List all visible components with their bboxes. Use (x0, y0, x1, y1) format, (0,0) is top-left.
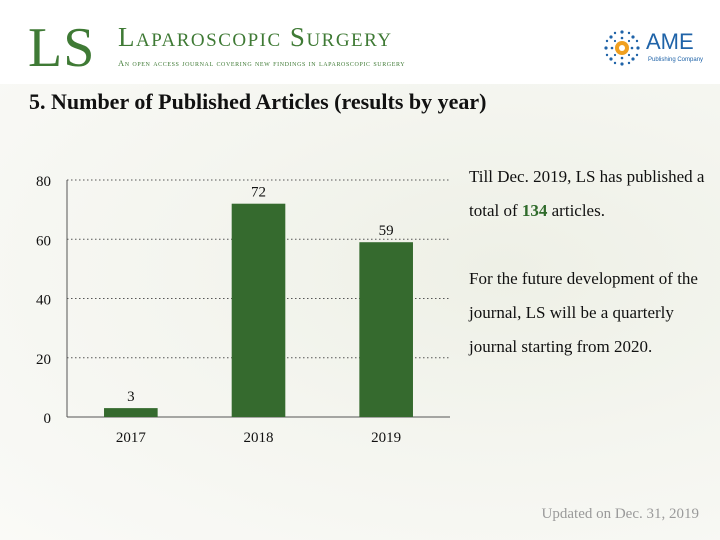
y-tick-label: 0 (44, 411, 52, 427)
bar (359, 242, 413, 417)
total-articles-value: 134 (521, 201, 548, 220)
summary-total-lead: Till Dec. 2019, LS has published a total… (469, 167, 705, 220)
data-label: 59 (379, 223, 394, 239)
journal-logo: LS (28, 17, 96, 79)
dotted-sphere-icon (604, 30, 640, 66)
journal-subtitle: An open access journal covering new find… (118, 58, 406, 68)
updated-date: Updated on Dec. 31, 2019 (541, 506, 699, 522)
data-label: 3 (127, 389, 135, 405)
y-tick-label: 60 (36, 233, 51, 249)
y-tick-label: 80 (36, 174, 51, 190)
section-heading: 5. Number of Published Articles (results… (29, 89, 487, 114)
publisher-subtitle: Publishing Company (648, 57, 704, 63)
header-bar: LS Laparoscopic Surgery An open access j… (0, 0, 720, 84)
publisher-name: AME (646, 29, 694, 54)
summary-total-tail: articles. (551, 201, 605, 220)
data-label: 72 (251, 185, 266, 201)
journal-title: Laparoscopic Surgery (118, 22, 393, 52)
summary-total-paragraph: Till Dec. 2019, LS has published a total… (469, 160, 705, 228)
bar (231, 203, 286, 417)
bar-chart: 0 20 40 60 80 3 2017 72 2018 59 2019 (36, 174, 450, 446)
y-tick-label: 40 (36, 293, 51, 309)
bar (104, 408, 158, 417)
x-tick-label: 2018 (244, 430, 274, 446)
x-tick-label: 2019 (371, 430, 401, 446)
summary-future-paragraph: For the future development of the journa… (469, 269, 698, 356)
y-tick-label: 20 (36, 352, 51, 368)
summary-text: Till Dec. 2019, LS has published a total… (469, 160, 705, 364)
x-tick-label: 2017 (116, 430, 147, 446)
